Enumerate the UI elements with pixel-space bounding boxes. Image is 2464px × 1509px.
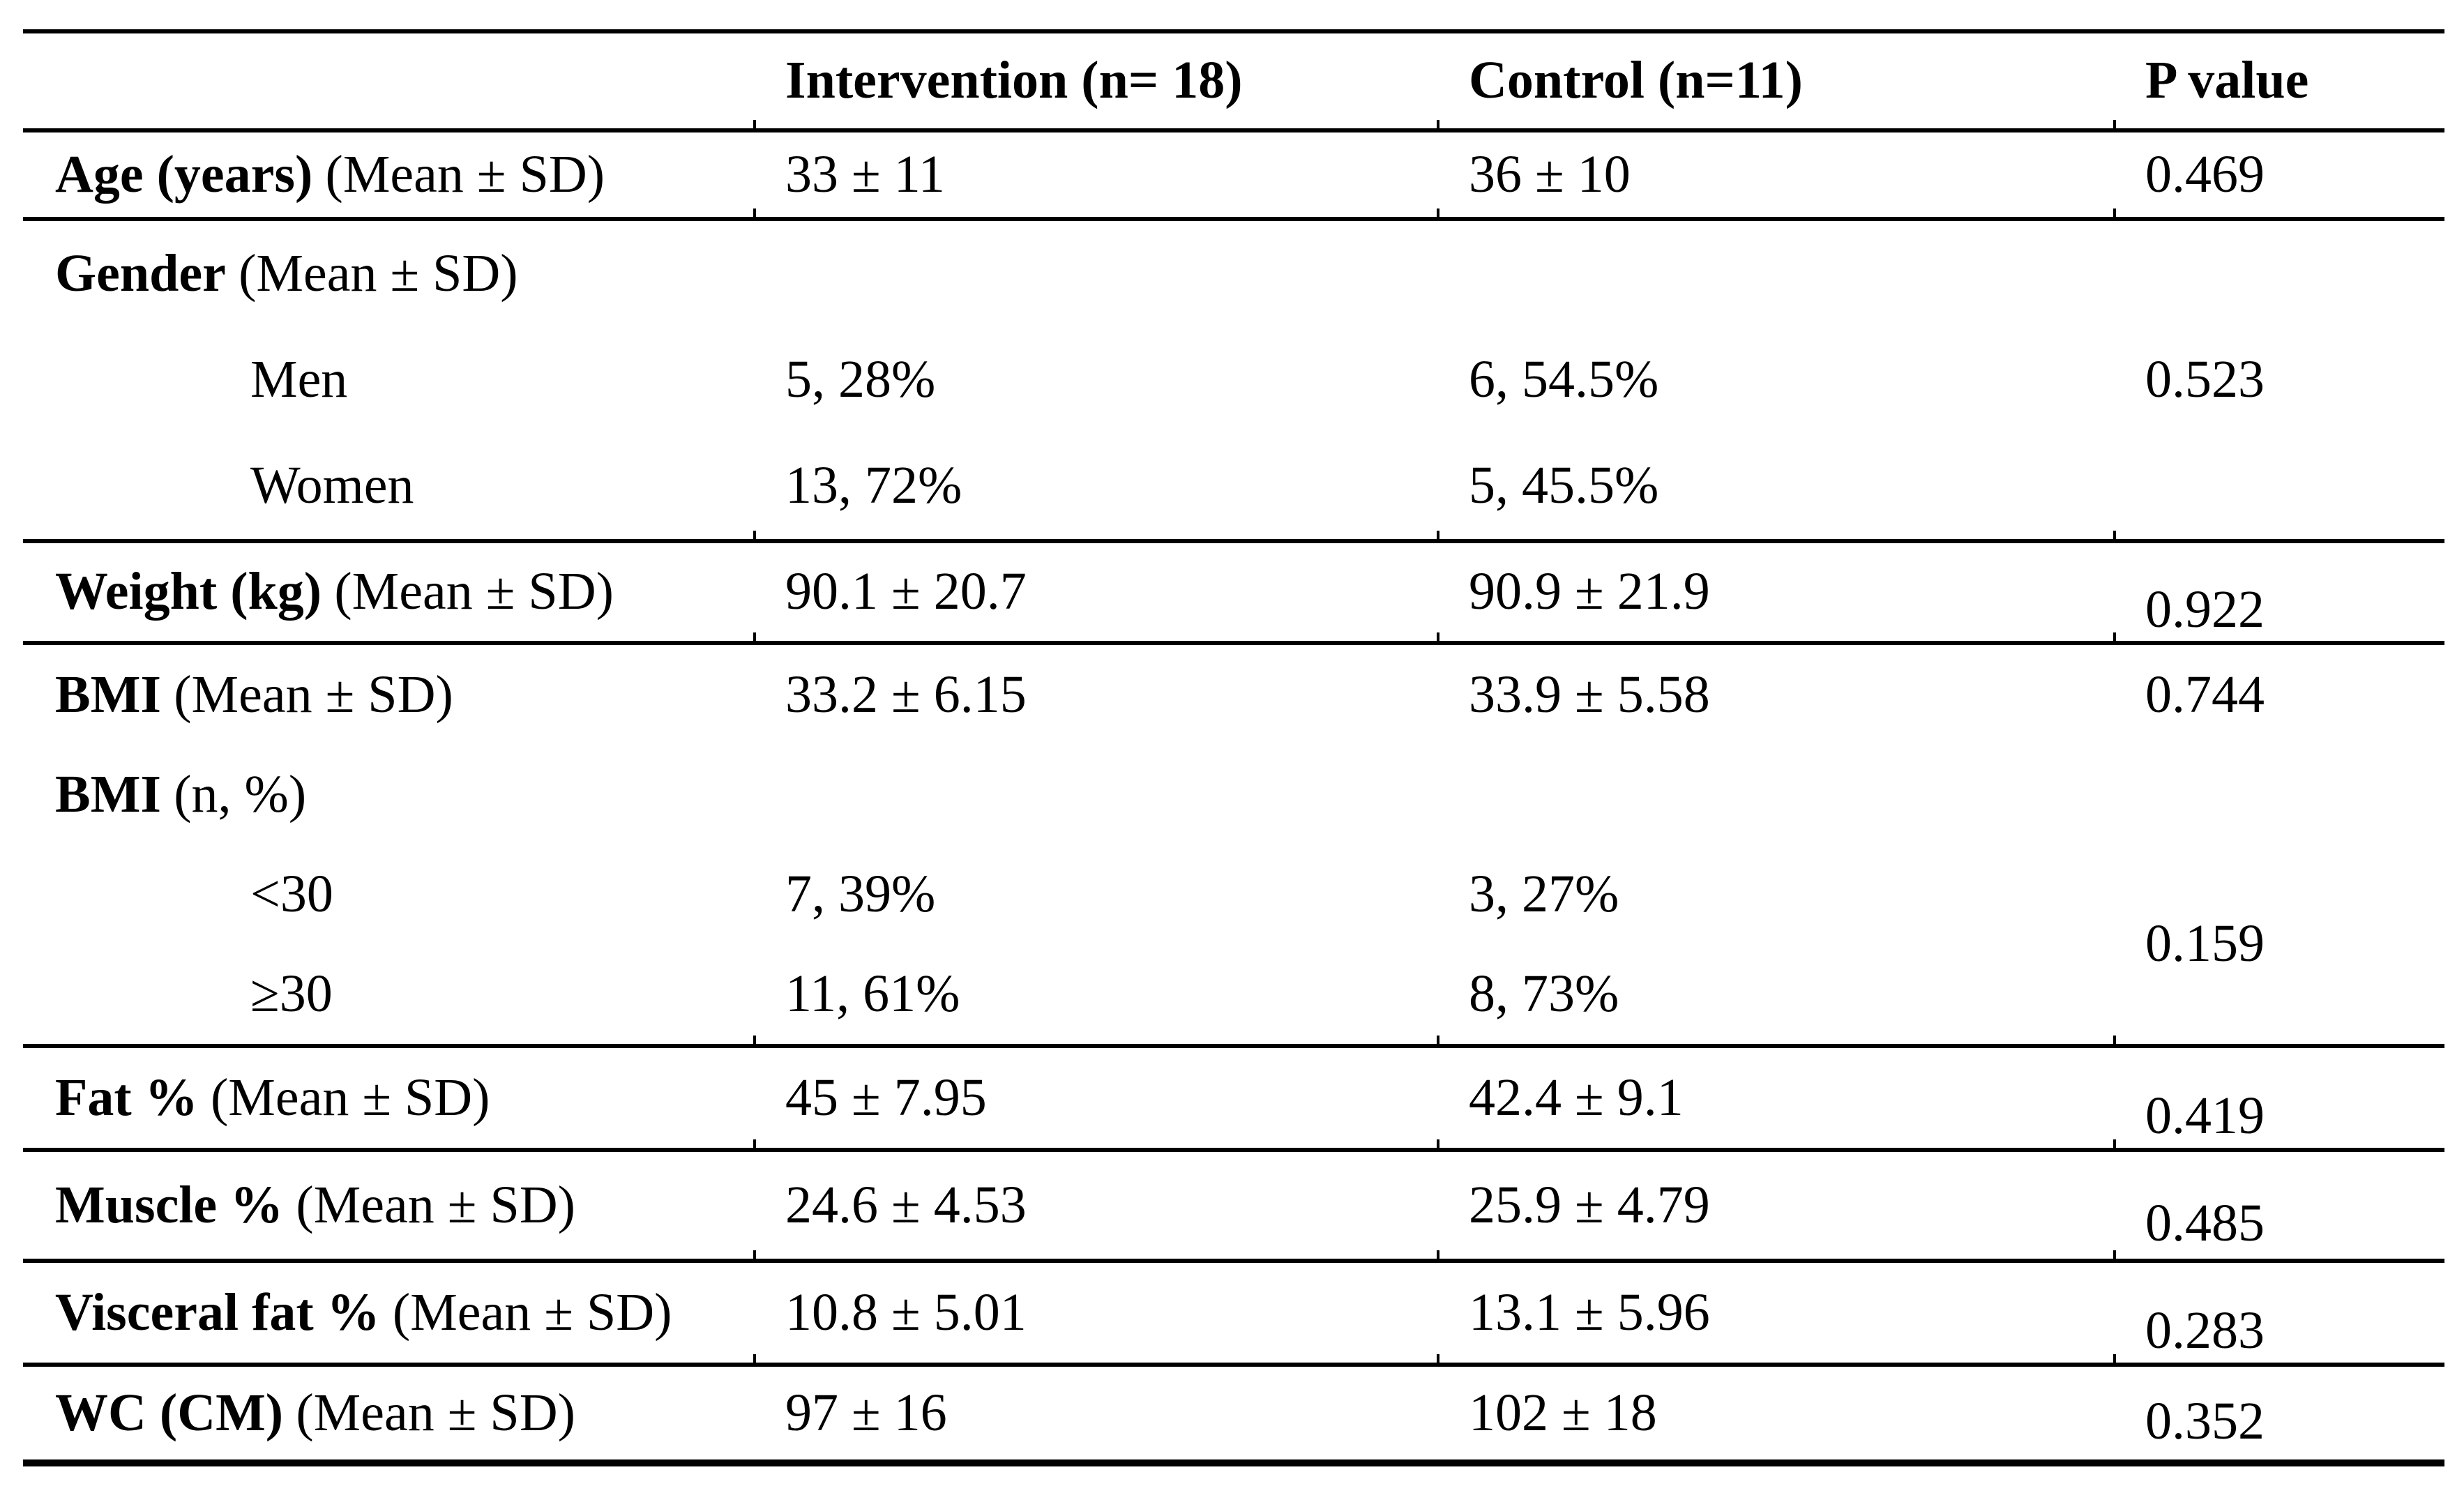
wc-control-value: 102 ± 18: [1469, 1383, 1657, 1442]
spacer: [2145, 433, 2437, 537]
row-weight: Weight (kg) (Mean ± SD) 90.1 ± 20.7 90.9 …: [23, 541, 2444, 645]
gender-control-cell: 6, 54.5% 5, 45.5%: [1437, 219, 2113, 543]
muscle-label-cell: Muscle % (Mean ± SD): [23, 1150, 753, 1263]
bmi-control-cell: 33.9 ± 5.58 3, 27% 8, 73%: [1437, 643, 2113, 1048]
age-label-cell: Age (years) (Mean ± SD): [23, 130, 753, 221]
bmi-over30-intervention-value: 11, 61%: [785, 964, 960, 1023]
spacer: [1469, 745, 2106, 844]
gender-label-cell: Gender (Mean ± SD) Men Women: [23, 219, 753, 543]
bmi-categories-label-row: BMI (n, %): [55, 745, 746, 844]
muscle-control-value: 25.9 ± 4.79: [1437, 1150, 2113, 1263]
muscle-intervention-value: 24.6 ± 4.53: [753, 1150, 1437, 1263]
gender-label-row: Gender (Mean ± SD): [55, 221, 746, 327]
wc-label: WC (CM): [55, 1383, 284, 1442]
bmi-mean-control-value: 33.9 ± 5.58: [1469, 665, 1710, 724]
muscle-label: Muscle %: [55, 1175, 284, 1234]
weight-intervention-value: 90.1 ± 20.7: [753, 541, 1437, 645]
wc-p-value: 0.352: [2145, 1391, 2265, 1450]
spacer: [1469, 221, 2106, 327]
visceral-fat-p-value: 0.283: [2113, 1261, 2444, 1367]
gender-p-cell: 0.523: [2113, 219, 2444, 543]
fat-control-value: 42.4 ± 9.1: [1437, 1046, 2113, 1152]
bmi-mean-label: BMI: [55, 665, 161, 724]
row-muscle: Muscle % (Mean ± SD) 24.6 ± 4.53 25.9 ± 4…: [23, 1150, 2444, 1263]
gender-intervention-cell: 5, 28% 13, 72%: [753, 219, 1437, 543]
row-bmi-group: BMI (Mean ± SD) BMI (n, %) <30 ≥30 33.2 ± …: [23, 643, 2444, 1048]
visceral-fat-label-cell: Visceral fat % (Mean ± SD): [23, 1261, 753, 1367]
spacer: [2145, 745, 2437, 844]
visceral-fat-control-value: 13.1 ± 5.96: [1437, 1261, 2113, 1367]
wc-intervention-value: 97 ± 16: [785, 1383, 947, 1442]
fat-intervention-value: 45 ± 7.95: [753, 1046, 1437, 1152]
row-age: Age (years) (Mean ± SD) 33 ± 11 36 ± 10 0…: [23, 130, 2444, 221]
age-control-value: 36 ± 10: [1437, 130, 2113, 221]
bmi-mean-note: (Mean ± SD): [174, 665, 453, 724]
header-intervention-cell: Intervention (n= 18): [753, 31, 1437, 132]
wc-label-cell: WC (CM) (Mean ± SD): [23, 1365, 753, 1463]
gender-men-label: Men: [250, 350, 348, 409]
gender-p-value: 0.523: [2145, 350, 2265, 409]
weight-control-value: 90.9 ± 21.9: [1437, 541, 2113, 645]
gender-women-intervention-value: 13, 72%: [785, 456, 962, 515]
fat-note: (Mean ± SD): [210, 1068, 490, 1127]
muscle-note: (Mean ± SD): [296, 1175, 575, 1234]
visceral-fat-label: Visceral fat %: [55, 1282, 380, 1342]
bmi-mean-label-row: BMI (Mean ± SD): [55, 645, 746, 745]
fat-p-value: 0.419: [2113, 1046, 2444, 1152]
fat-label: Fat %: [55, 1068, 198, 1127]
bmi-intervention-cell: 33.2 ± 6.15 7, 39% 11, 61%: [753, 643, 1437, 1048]
bmi-over30-control-value: 8, 73%: [1469, 964, 1619, 1023]
muscle-p-value: 0.485: [2113, 1150, 2444, 1263]
gender-note: (Mean ± SD): [239, 244, 518, 303]
bmi-mean-p-value: 0.744: [2145, 665, 2265, 724]
age-note: (Mean ± SD): [325, 144, 605, 204]
bmi-mean-intervention-value: 33.2 ± 6.15: [785, 665, 1027, 724]
age-intervention-value: 33 ± 11: [753, 130, 1437, 221]
bmi-p-cell: 0.744 0.159: [2113, 643, 2444, 1048]
spacer: [2145, 221, 2437, 327]
bmi-over30-label: ≥30: [250, 964, 333, 1023]
baseline-characteristics-table: Intervention (n= 18) Control (n=11) P va…: [23, 29, 2444, 1466]
bmi-categories-label: BMI: [55, 764, 161, 824]
row-visceral-fat: Visceral fat % (Mean ± SD) 10.8 ± 5.01 13…: [23, 1261, 2444, 1367]
row-fat: Fat % (Mean ± SD) 45 ± 7.95 42.4 ± 9.1 0.…: [23, 1046, 2444, 1152]
header-row: Intervention (n= 18) Control (n=11) P va…: [23, 31, 2444, 132]
header-p-value-cell: P value: [2113, 31, 2444, 132]
age-label: Age (years): [55, 144, 313, 204]
gender-women-label: Women: [250, 456, 414, 515]
bmi-categories-note: (n, %): [174, 764, 307, 824]
gender-women-control-value: 5, 45.5%: [1469, 456, 1659, 515]
age-p-value: 0.469: [2113, 130, 2444, 221]
visceral-fat-intervention-value: 10.8 ± 5.01: [753, 1261, 1437, 1367]
weight-note: (Mean ± SD): [334, 562, 614, 621]
weight-label: Weight (kg): [55, 562, 322, 621]
row-gender-group: Gender (Mean ± SD) Men Women 5, 28% 13, 7…: [23, 219, 2444, 543]
visceral-fat-note: (Mean ± SD): [392, 1282, 672, 1342]
spacer: [785, 221, 1430, 327]
bmi-categories-p-value: 0.159: [2145, 914, 2265, 973]
header-control-cell: Control (n=11): [1437, 31, 2113, 132]
gender-label: Gender: [55, 244, 226, 303]
weight-p-value: 0.922: [2113, 541, 2444, 645]
header-variable-cell: [23, 31, 753, 132]
gender-men-control-value: 6, 54.5%: [1469, 350, 1659, 409]
weight-label-cell: Weight (kg) (Mean ± SD): [23, 541, 753, 645]
fat-label-cell: Fat % (Mean ± SD): [23, 1046, 753, 1152]
spacer: [785, 745, 1430, 844]
bmi-under30-control-value: 3, 27%: [1469, 864, 1619, 923]
bmi-under30-intervention-value: 7, 39%: [785, 864, 936, 923]
bmi-under30-label: <30: [250, 864, 333, 923]
gender-men-intervention-value: 5, 28%: [785, 350, 936, 409]
wc-note: (Mean ± SD): [296, 1383, 575, 1442]
bmi-label-cell: BMI (Mean ± SD) BMI (n, %) <30 ≥30: [23, 643, 753, 1048]
row-wc: WC (CM) (Mean ± SD) 97 ± 16 102 ± 18 0.35…: [23, 1365, 2444, 1463]
